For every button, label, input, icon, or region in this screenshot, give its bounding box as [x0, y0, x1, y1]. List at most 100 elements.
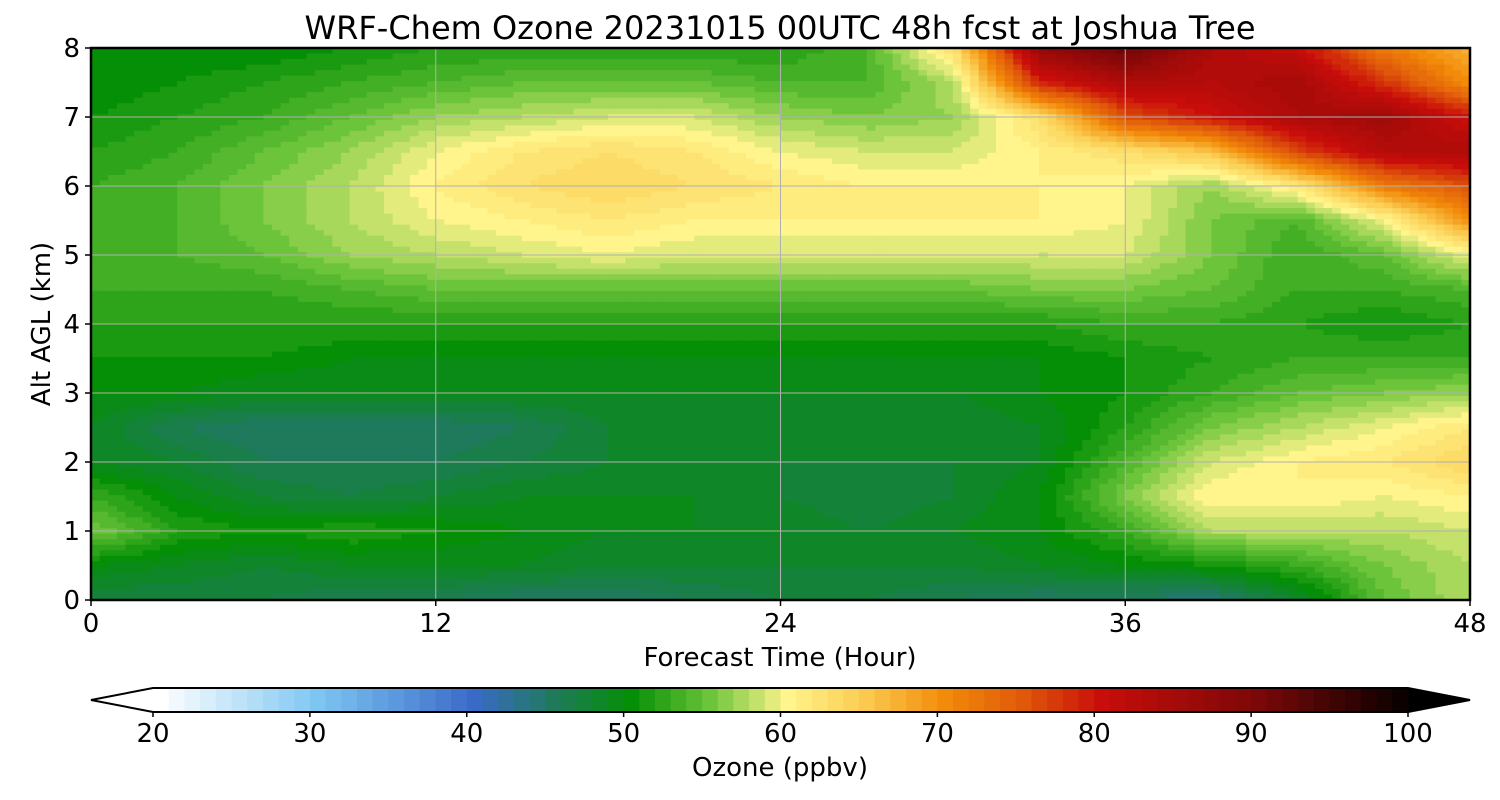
contour-cell: [504, 180, 514, 187]
contour-cell: [444, 197, 454, 204]
contour-cell: [289, 163, 299, 171]
contour-cell: [1357, 48, 1368, 55]
contour-cell: [271, 191, 282, 198]
contour-cell: [1366, 48, 1376, 55]
contour-cell: [280, 191, 290, 198]
contour-cell: [263, 81, 273, 88]
contour-cell: [177, 208, 187, 215]
contour-cell: [1090, 97, 1100, 104]
contour-cell: [556, 191, 566, 198]
contour-cell: [168, 70, 178, 77]
contour-cell: [1332, 169, 1342, 176]
contour-cell: [1090, 191, 1100, 198]
contour-cell: [806, 130, 816, 137]
contour-cell: [608, 197, 618, 204]
contour-cell: [694, 174, 704, 182]
contour-cell: [349, 92, 359, 99]
contour-cell: [840, 119, 851, 126]
contour-cell: [1151, 208, 1161, 215]
contour-cell: [1099, 197, 1109, 204]
contour-cell: [254, 197, 264, 204]
contour-cell: [496, 208, 506, 215]
contour-cell: [496, 70, 506, 77]
contour-cell: [521, 152, 532, 159]
contour-cell: [496, 191, 506, 198]
contour-cell: [1064, 97, 1075, 104]
contour-cell: [875, 81, 885, 88]
contour-cell: [685, 163, 695, 171]
contour-cell: [323, 186, 333, 193]
contour-cell: [1375, 213, 1385, 220]
contour-cell: [159, 119, 170, 126]
contour-cell: [1168, 86, 1178, 93]
contour-cell: [901, 97, 911, 104]
contour-cell: [332, 64, 342, 71]
contour-cell: [858, 119, 868, 126]
contour-cell: [1366, 108, 1376, 115]
contour-cell: [1314, 75, 1325, 82]
contour-cell: [754, 158, 764, 165]
contour-cell: [1383, 108, 1394, 115]
contour-cell: [582, 141, 592, 148]
contour-cell: [875, 152, 885, 159]
contour-cell: [91, 147, 101, 154]
contour-cell: [763, 136, 773, 143]
contour-cell: [1185, 92, 1195, 99]
contour-cell: [409, 97, 420, 104]
contour-cell: [1297, 81, 1307, 88]
contour-cell: [901, 64, 911, 71]
contour-cell: [151, 86, 161, 93]
contour-cell: [987, 103, 997, 110]
contour-cell: [280, 125, 290, 132]
contour-cell: [1357, 180, 1368, 187]
contour-cell: [1237, 152, 1247, 159]
contour-cell: [771, 158, 782, 165]
contour-cell: [177, 48, 187, 55]
contour-cell: [625, 86, 635, 93]
contour-cell: [513, 136, 523, 143]
contour-cell: [134, 86, 144, 93]
contour-cell: [1254, 174, 1264, 182]
contour-cell: [358, 180, 368, 187]
contour-cell: [435, 163, 445, 171]
contour-cell: [1030, 152, 1040, 159]
contour-cell: [1211, 174, 1221, 182]
contour-cell: [771, 103, 782, 110]
contour-cell: [1426, 59, 1437, 66]
contour-cell: [840, 158, 851, 165]
contour-cell: [582, 136, 592, 143]
contour-cell: [608, 92, 618, 99]
contour-cell: [246, 208, 256, 215]
contour-cell: [1030, 86, 1040, 93]
contour-cell: [99, 86, 109, 93]
contour-cell: [668, 186, 678, 193]
contour-cell: [478, 158, 489, 165]
contour-cell: [1056, 163, 1066, 171]
contour-cell: [530, 191, 540, 198]
contour-cell: [565, 125, 575, 132]
contour-cell: [358, 186, 368, 193]
contour-cell: [478, 213, 489, 220]
contour-cell: [642, 141, 652, 148]
contour-cell: [780, 186, 790, 193]
contour-cell: [1263, 191, 1273, 198]
contour-cell: [771, 81, 782, 88]
contour-cell: [1108, 158, 1118, 165]
contour-cell: [1185, 81, 1195, 88]
contour-cell: [1082, 197, 1092, 204]
contour-cell: [720, 103, 730, 110]
contour-cell: [306, 208, 316, 215]
contour-cell: [168, 92, 178, 99]
contour-cell: [995, 147, 1006, 154]
contour-cell: [590, 202, 601, 209]
contour-cell: [1176, 147, 1187, 154]
contour-cell: [1090, 213, 1100, 220]
contour-cell: [487, 147, 497, 154]
contour-cell: [754, 108, 764, 115]
contour-cell: [99, 48, 109, 55]
contour-cell: [116, 208, 127, 215]
contour-cell: [668, 81, 678, 88]
contour-cell: [1176, 70, 1187, 77]
contour-cell: [918, 202, 928, 209]
contour-cell: [487, 86, 497, 93]
